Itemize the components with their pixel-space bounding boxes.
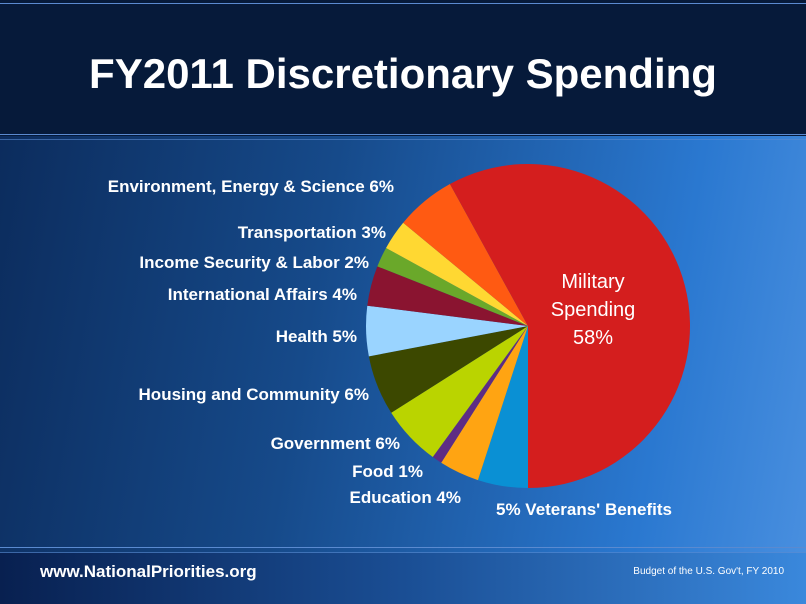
pie-slice-education <box>441 326 528 481</box>
pie-slice-environment-energy-science <box>403 184 528 326</box>
label-income-security: Income Security & Labor 2% <box>139 253 369 272</box>
divider <box>0 547 806 548</box>
pie-slice-transportation <box>386 222 528 326</box>
pie-slice-income-security-labor <box>377 247 528 326</box>
pie-slice-international-affairs <box>367 266 528 326</box>
military-label-line2: Spending <box>550 299 636 321</box>
slide-title: FY2011 Discretionary Spending <box>89 50 717 97</box>
label-health: Health 5% <box>275 327 357 346</box>
label-food: Food 1% <box>352 462 423 481</box>
label-veterans: 5% Veterans' Benefits <box>496 500 673 519</box>
source-note: Budget of the U.S. Gov't, FY 2010 <box>633 566 784 577</box>
pie-slice-health <box>366 305 528 357</box>
pie-slice-veterans-benefits <box>477 326 528 489</box>
pie-slice-food <box>432 326 528 463</box>
divider <box>0 139 806 140</box>
label-international: International Affairs 4% <box>167 285 357 304</box>
divider <box>0 134 806 135</box>
divider <box>0 552 806 553</box>
pie-slice-government <box>391 326 528 458</box>
label-transportation: Transportation 3% <box>237 223 386 242</box>
military-label-value: 58% <box>572 327 614 349</box>
divider <box>0 3 806 4</box>
pie-slice-military-spending <box>449 164 691 488</box>
military-label-line1: Military <box>561 271 625 293</box>
website-link[interactable]: www.NationalPriorities.org <box>40 562 257 581</box>
military-label: Military Spending 58% <box>528 268 658 352</box>
label-housing: Housing and Community 6% <box>138 385 369 404</box>
label-environment: Environment, Energy & Science 6% <box>107 177 394 196</box>
footer-bar <box>0 553 806 604</box>
label-education: Education 4% <box>349 488 461 507</box>
label-government: Government 6% <box>270 434 400 453</box>
pie-slice-housing-and-community <box>368 326 528 413</box>
title-bar <box>0 0 806 136</box>
